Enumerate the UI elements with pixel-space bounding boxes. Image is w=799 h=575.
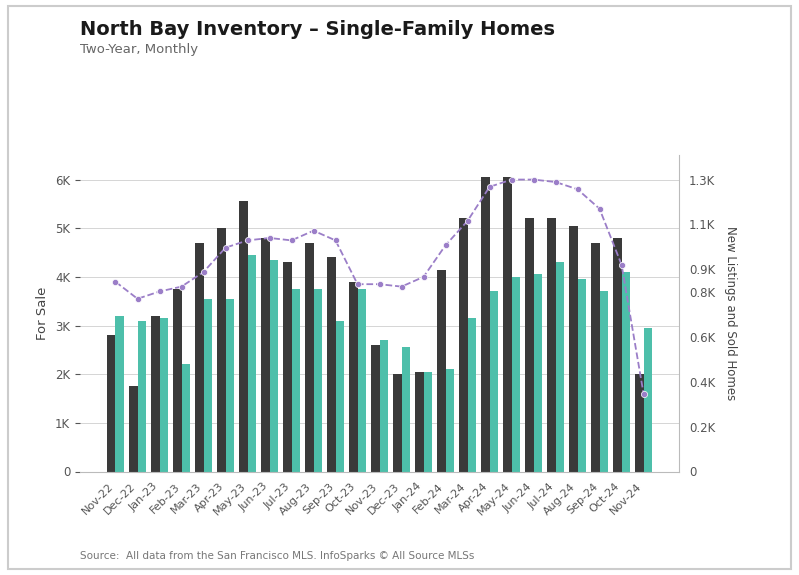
Bar [467, 318, 476, 472]
Bar [283, 262, 292, 471]
Bar [239, 201, 248, 472]
Bar [248, 255, 256, 472]
Bar [622, 272, 630, 471]
Bar [372, 345, 380, 472]
Bar [402, 347, 410, 472]
Y-axis label: New Listings and Sold Homes: New Listings and Sold Homes [724, 226, 737, 401]
Bar [305, 243, 313, 472]
Bar [173, 289, 181, 472]
Bar [129, 386, 137, 472]
Text: Two-Year, Monthly: Two-Year, Monthly [80, 43, 198, 56]
Text: North Bay Inventory – Single-Family Homes: North Bay Inventory – Single-Family Home… [80, 20, 555, 39]
Bar [446, 369, 454, 472]
Bar [547, 218, 555, 472]
Bar [591, 243, 599, 472]
Bar [643, 328, 652, 472]
Bar [555, 262, 564, 471]
Bar [437, 270, 446, 472]
Bar [116, 316, 124, 472]
Bar [204, 299, 212, 472]
Bar [313, 289, 322, 472]
Bar [107, 335, 116, 472]
Bar [217, 228, 225, 472]
Bar [336, 321, 344, 472]
Bar [599, 292, 608, 471]
Bar [292, 289, 300, 472]
Bar [578, 279, 586, 472]
Bar [503, 177, 511, 472]
Bar [635, 374, 643, 471]
Y-axis label: For Sale: For Sale [37, 287, 50, 340]
Bar [225, 299, 234, 472]
Bar [490, 292, 498, 471]
Bar [261, 238, 269, 472]
Bar [459, 218, 467, 472]
Bar [393, 374, 402, 471]
Bar [525, 218, 534, 472]
Bar [481, 177, 490, 472]
Bar [137, 321, 146, 472]
Text: Source:  All data from the San Francisco MLS. InfoSparks © All Source MLSs: Source: All data from the San Francisco … [80, 551, 475, 561]
Bar [357, 289, 366, 472]
Bar [613, 238, 622, 472]
Bar [534, 274, 542, 472]
Bar [327, 258, 336, 472]
Bar [349, 282, 357, 472]
Bar [380, 340, 388, 472]
Bar [269, 260, 278, 472]
Bar [181, 365, 190, 472]
Bar [195, 243, 204, 472]
Bar [160, 318, 168, 472]
Bar [511, 277, 520, 472]
Bar [569, 226, 578, 472]
Bar [415, 372, 423, 472]
Bar [151, 316, 160, 472]
Bar [423, 372, 432, 472]
